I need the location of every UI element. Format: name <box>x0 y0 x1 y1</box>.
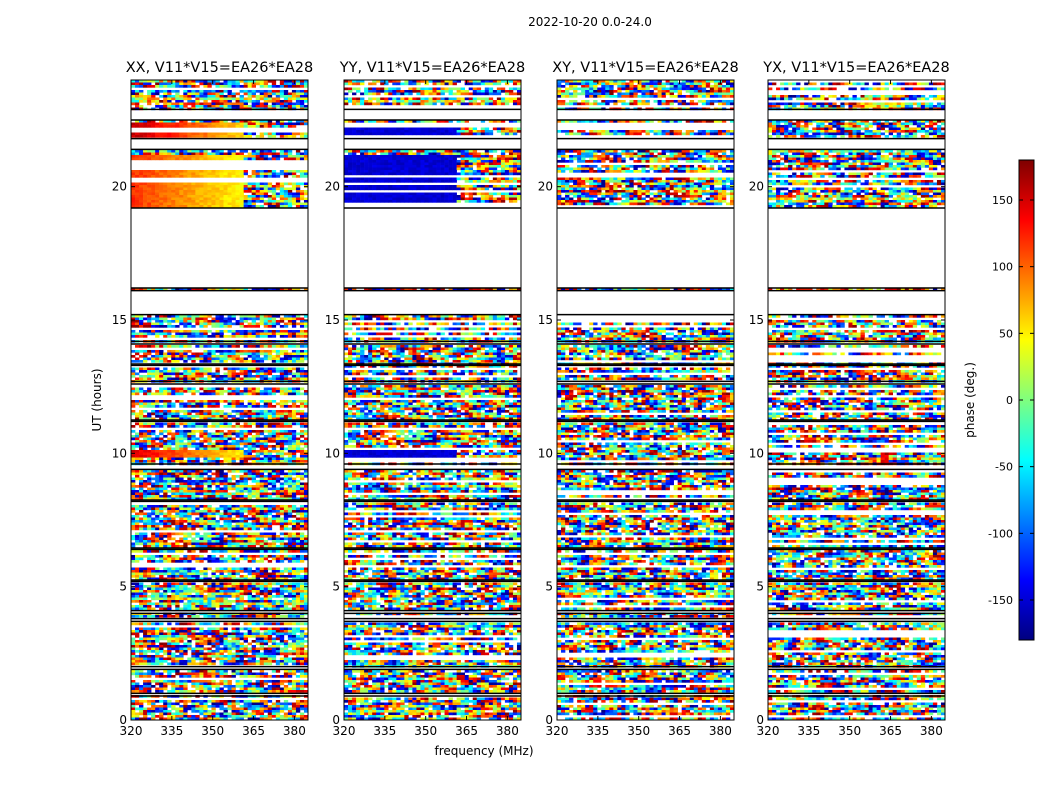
x-tick-label: 335 <box>373 724 396 738</box>
panel-2-heatmap <box>344 80 521 720</box>
y-tick-label: 15 <box>325 313 340 327</box>
panel-4-frame <box>767 79 946 721</box>
x-tick-label: 350 <box>201 724 224 738</box>
colorbar-tick-label: 100 <box>992 261 1013 274</box>
y-tick-label: 0 <box>119 713 127 727</box>
y-tick-label: 10 <box>325 446 340 460</box>
x-tick-label: 320 <box>546 724 569 738</box>
panel-4-heatmap <box>768 82 945 720</box>
figure-suptitle: 2022-10-20 0.0-24.0 <box>528 15 652 29</box>
colorbar: 150 100 50 0 -50 -100 -150 phase (deg.) <box>963 159 1035 641</box>
x-tick-label: 350 <box>414 724 437 738</box>
panel-title: YY, V11*V15=EA26*EA28 <box>339 60 525 76</box>
y-tick-label: 0 <box>756 713 764 727</box>
panel-3: XY, V11*V15=EA26*EA28 320 335 350 365 380 0 5 10… <box>538 60 739 738</box>
x-tick-label: 320 <box>120 724 143 738</box>
x-tick-label: 380 <box>709 724 732 738</box>
x-tick-label: 335 <box>160 724 183 738</box>
panel-1: XX, V11*V15=EA26*EA28 320 335 350 365 380 0 5 10… <box>112 60 314 738</box>
x-tick-label: 380 <box>283 724 306 738</box>
x-tick-label: 320 <box>333 724 356 738</box>
panels-group: XX, V11*V15=EA26*EA28 320 335 350 365 380 0 5 10… <box>112 60 950 738</box>
x-tick-label: 365 <box>242 724 265 738</box>
colorbar-tick-label: 150 <box>992 194 1013 207</box>
panel-title: YX, V11*V15=EA26*EA28 <box>762 60 949 76</box>
panel-4: YX, V11*V15=EA26*EA28 320 335 350 365 380 0 5 10… <box>749 60 950 738</box>
x-tick-label: 380 <box>496 724 519 738</box>
panel-title: XY, V11*V15=EA26*EA28 <box>552 60 738 76</box>
colorbar-tick-label: -50 <box>995 461 1013 474</box>
y-tick-label: 10 <box>538 446 553 460</box>
colorbar-tick-label: 50 <box>999 327 1013 340</box>
colorbar-label: phase (deg.) <box>963 362 977 438</box>
y-axis-label: UT (hours) <box>90 368 104 431</box>
x-tick-label: 380 <box>920 724 943 738</box>
y-tick-label: 10 <box>112 446 127 460</box>
x-tick-label: 335 <box>586 724 609 738</box>
panel-1-frame <box>130 79 309 721</box>
colorbar-tick-label: 0 <box>1006 394 1013 407</box>
colorbar-tick-label: -150 <box>988 594 1013 607</box>
y-tick-label: 5 <box>756 580 764 594</box>
x-tick-label: 335 <box>797 724 820 738</box>
y-tick-label: 5 <box>332 580 340 594</box>
panel-2-frame <box>343 79 522 721</box>
x-tick-label: 365 <box>668 724 691 738</box>
y-tick-label: 0 <box>545 713 553 727</box>
y-tick-label: 20 <box>749 180 764 194</box>
x-axis-label: frequency (MHz) <box>434 744 533 758</box>
y-tick-label: 10 <box>749 446 764 460</box>
y-tick-label: 20 <box>325 180 340 194</box>
panel-1-heatmap <box>131 80 308 720</box>
y-tick-label: 15 <box>538 313 553 327</box>
y-tick-label: 0 <box>332 713 340 727</box>
panel-2: YY, V11*V15=EA26*EA28 320 335 350 365 380 0 5 10… <box>325 60 525 738</box>
x-tick-label: 365 <box>879 724 902 738</box>
y-tick-label: 20 <box>112 180 127 194</box>
panel-3-heatmap <box>557 80 734 720</box>
y-tick-label: 15 <box>749 313 764 327</box>
y-tick-label: 15 <box>112 313 127 327</box>
x-tick-label: 320 <box>757 724 780 738</box>
x-tick-label: 365 <box>455 724 478 738</box>
y-tick-label: 5 <box>119 580 127 594</box>
colorbar-tick-label: -100 <box>988 527 1013 540</box>
y-tick-label: 20 <box>538 180 553 194</box>
y-tick-label: 5 <box>545 580 553 594</box>
x-tick-label: 350 <box>838 724 861 738</box>
panel-title: XX, V11*V15=EA26*EA28 <box>126 60 314 76</box>
panel-3-frame <box>556 79 735 721</box>
x-tick-label: 350 <box>627 724 650 738</box>
